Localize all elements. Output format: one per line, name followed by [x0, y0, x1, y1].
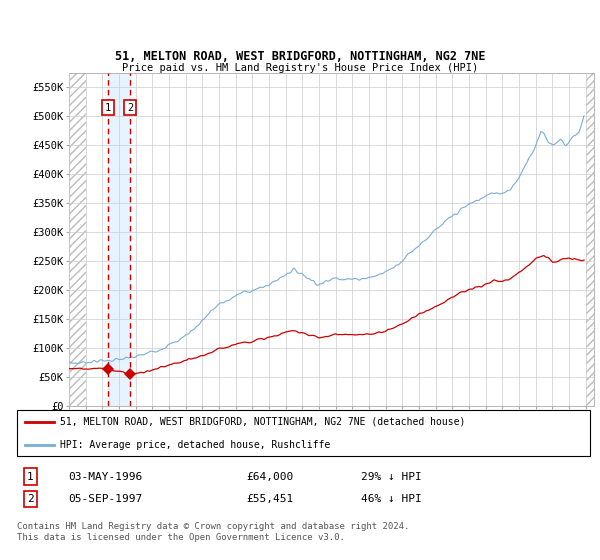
- Text: Price paid vs. HM Land Registry's House Price Index (HPI): Price paid vs. HM Land Registry's House …: [122, 63, 478, 73]
- Text: 29% ↓ HPI: 29% ↓ HPI: [361, 472, 421, 482]
- Text: HPI: Average price, detached house, Rushcliffe: HPI: Average price, detached house, Rush…: [60, 440, 330, 450]
- Text: Contains HM Land Registry data © Crown copyright and database right 2024.
This d: Contains HM Land Registry data © Crown c…: [17, 522, 409, 542]
- Text: 05-SEP-1997: 05-SEP-1997: [68, 494, 143, 504]
- Text: 2: 2: [27, 494, 34, 504]
- Text: 51, MELTON ROAD, WEST BRIDGFORD, NOTTINGHAM, NG2 7NE: 51, MELTON ROAD, WEST BRIDGFORD, NOTTING…: [115, 49, 485, 63]
- Text: 03-MAY-1996: 03-MAY-1996: [68, 472, 143, 482]
- Text: 1: 1: [105, 102, 111, 113]
- FancyBboxPatch shape: [17, 410, 590, 456]
- Text: 1: 1: [27, 472, 34, 482]
- Text: £64,000: £64,000: [246, 472, 293, 482]
- Text: £55,451: £55,451: [246, 494, 293, 504]
- Bar: [108, 73, 130, 406]
- Text: 46% ↓ HPI: 46% ↓ HPI: [361, 494, 421, 504]
- Text: 51, MELTON ROAD, WEST BRIDGFORD, NOTTINGHAM, NG2 7NE (detached house): 51, MELTON ROAD, WEST BRIDGFORD, NOTTING…: [60, 417, 465, 427]
- Text: 2: 2: [127, 102, 133, 113]
